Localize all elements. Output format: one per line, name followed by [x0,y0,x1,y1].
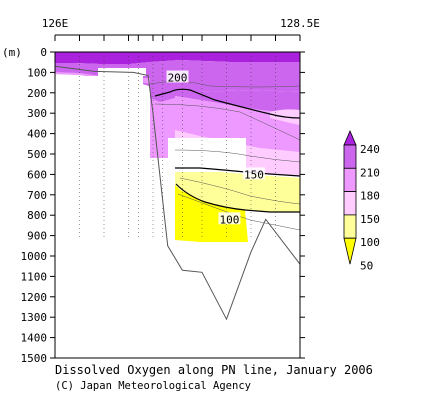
mask-mid-gap [168,138,246,172]
y-tick-label-900: 900 [27,230,47,243]
fill-band-100-150 [175,170,300,212]
fill-band-180-210-deep [175,90,300,112]
colorbar-segment-0 [343,144,357,169]
sea-bottom-profile [54,65,301,321]
x-tick-label-128.5E: 128.5E [280,17,320,30]
chart-credit: (C) Japan Meteorological Agency [55,380,251,392]
thin-contour-b [154,103,301,141]
y-tick-label-1000: 1000 [21,250,48,263]
colorbar-label-100: 100 [360,236,380,249]
colorbar-top-arrow [343,129,357,146]
thin-contour-e [177,193,301,231]
y-tick-label-200: 200 [27,87,47,100]
colorbar-segment-1 [343,167,357,193]
plot-frame [54,51,301,359]
x-tick-label-126E: 126E [42,17,69,30]
y-tick-label-100: 100 [27,66,47,79]
contour-label-bg-200 [166,70,189,83]
y-tick-label-0: 0 [40,46,47,59]
contour-label-200: 200 [168,72,188,85]
contour-labels: 200 150 100 [166,70,265,226]
colorbar-segment-3 [343,214,357,239]
colorbar-label-180: 180 [360,190,380,203]
colorbar-label-50: 50 [360,260,373,273]
contour-100 [175,183,300,213]
y-axis-unit-label: (m) [2,46,22,59]
colorbar-label-240: 240 [360,143,380,156]
y-tick-label-400: 400 [27,128,47,141]
colorbar: 240 210 180 150 100 50 [343,129,380,273]
y-tick-label-800: 800 [27,209,47,222]
y-tick-label-1200: 1200 [21,291,48,304]
colorbar-segment-2 [343,191,357,216]
y-tick-label-1100: 1100 [21,270,48,283]
y-tick-label-700: 700 [27,189,47,202]
y-axis: 0 100 200 300 400 500 600 700 800 900 1000 1100 1200… [21,46,305,365]
y-tick-label-1400: 1400 [21,332,48,345]
colorbar-label-150: 150 [360,213,380,226]
y-tick-label-1300: 1300 [21,311,48,324]
colorbar-label-210: 210 [360,166,380,179]
contour-label-150: 150 [244,168,264,181]
chart-title: Dissolved Oxygen along PN line, January … [55,363,373,377]
contour-200 [154,88,301,119]
contour-label-bg-150 [242,167,265,180]
colorbar-bottom-arrow [343,237,357,265]
contour-label-bg-100 [218,212,241,225]
y-tick-label-1500: 1500 [21,352,48,365]
fill-band-50-100 [175,185,248,242]
contour-label-100: 100 [220,213,240,226]
mask-below-shelf [55,76,143,358]
fill-band-pocket-lower [150,98,175,104]
y-tick-label-600: 600 [27,168,47,181]
thin-contour-c [174,149,301,163]
x-axis-top: 126E 128.5E [42,17,320,41]
fill-band-210-240 [55,52,300,64]
y-tick-label-500: 500 [27,148,47,161]
missing-data-masks [55,68,302,358]
y-tick-label-300: 300 [27,107,47,120]
thin-contour-d [179,177,301,205]
